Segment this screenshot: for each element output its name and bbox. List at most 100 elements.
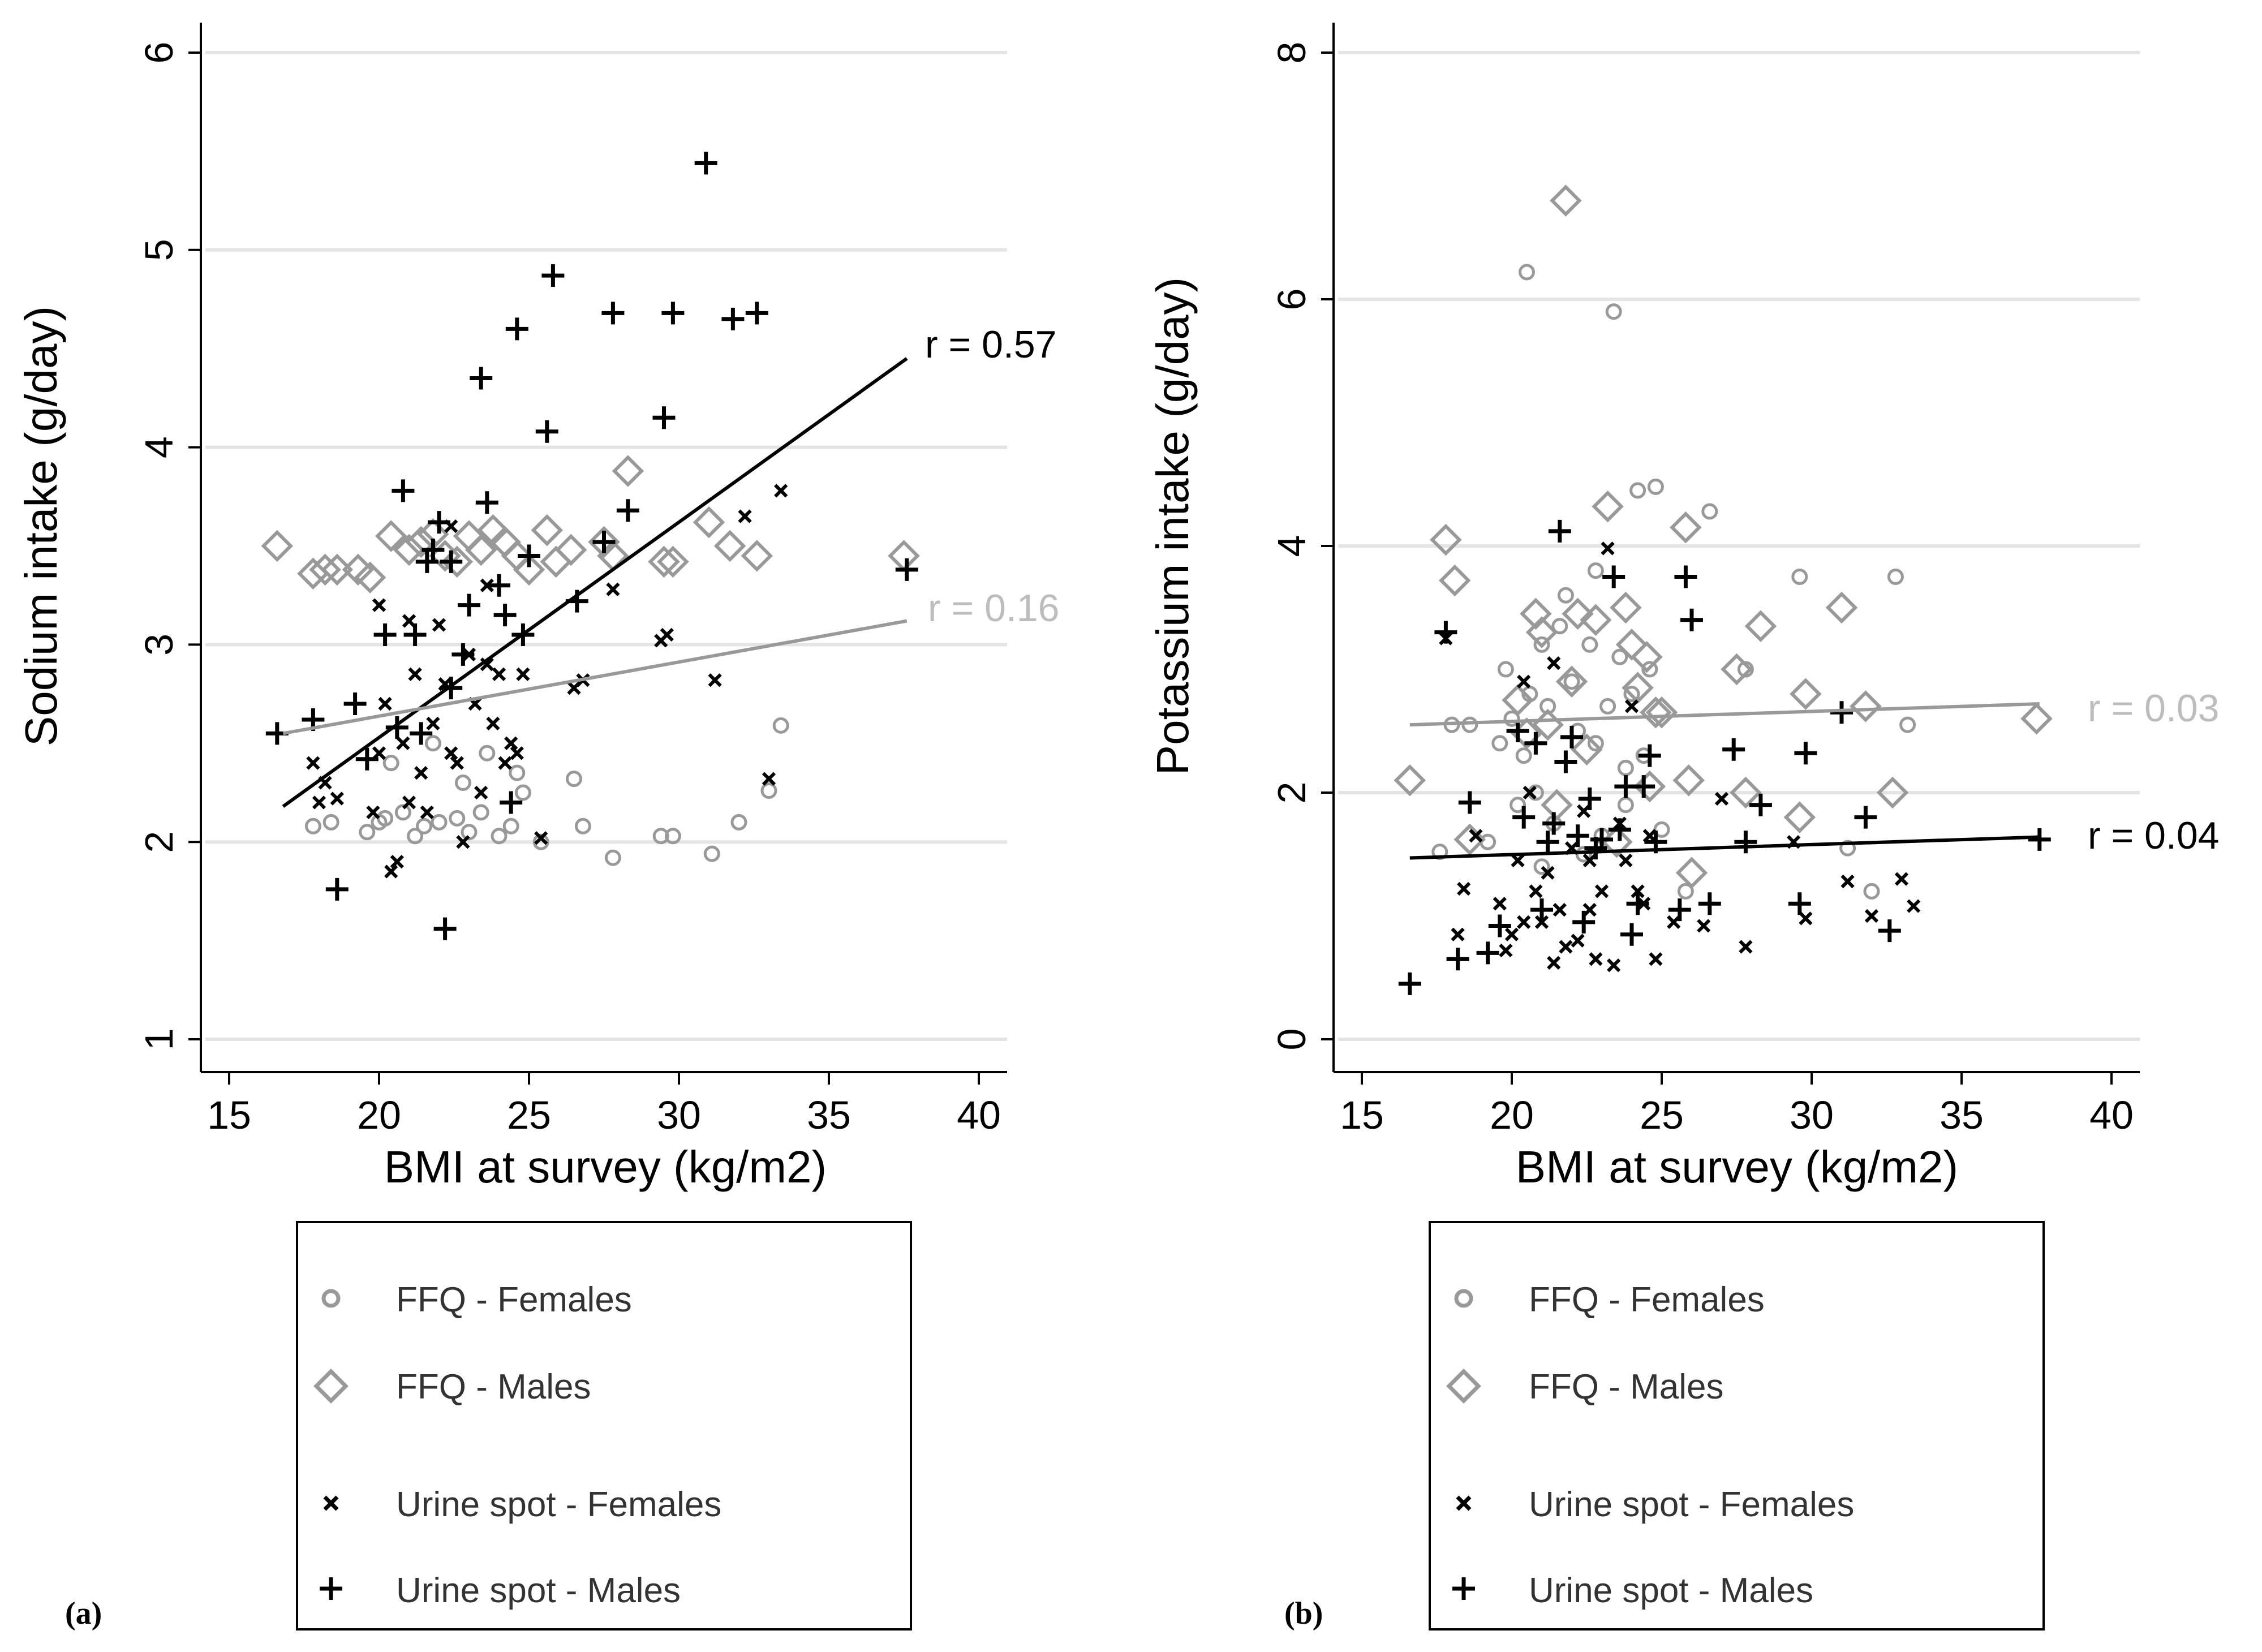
data-point	[1617, 797, 1634, 814]
data-point	[895, 558, 918, 581]
data-point	[1566, 824, 1589, 847]
data-point	[1587, 562, 1604, 579]
data-point	[366, 805, 380, 820]
panel-b-y-tick-label: 8	[1270, 42, 1314, 64]
data-point	[1791, 569, 1808, 585]
legend-marker-ffq-males	[1446, 1369, 1481, 1404]
data-point	[1850, 690, 1882, 722]
data-point	[372, 746, 386, 760]
data-point	[1511, 853, 1525, 868]
data-point	[1653, 821, 1670, 838]
data-point	[325, 877, 349, 901]
data-point	[1863, 883, 1880, 900]
panel-b-y-tick-label: 4	[1270, 535, 1314, 557]
data-point	[1580, 604, 1612, 636]
data-point	[1587, 735, 1604, 752]
data-point	[1907, 899, 1921, 913]
data-point	[540, 545, 572, 578]
data-point	[1541, 866, 1555, 880]
data-point	[721, 307, 745, 330]
panel-a: 1 2 3 4 5 6 15 20 25 30 35 40 Sodium intake (g/day)…	[16, 23, 1060, 1631]
data-point	[428, 511, 450, 534]
data-point	[772, 717, 789, 734]
data-point	[1633, 770, 1666, 803]
data-point	[504, 736, 518, 750]
legend-marker-ffq-males	[313, 1369, 349, 1404]
data-point	[1878, 919, 1901, 943]
data-point	[1533, 636, 1550, 653]
data-point	[1607, 958, 1621, 973]
data-point	[1551, 618, 1568, 635]
data-point	[604, 849, 621, 866]
data-point	[394, 804, 411, 821]
data-point	[1517, 674, 1531, 689]
data-point	[1668, 898, 1691, 922]
data-point	[606, 582, 620, 596]
data-point	[703, 845, 720, 862]
data-point	[1592, 490, 1624, 523]
data-point	[1542, 812, 1566, 835]
data-point	[1599, 698, 1616, 715]
legend-marker-urine-females	[1456, 1495, 1472, 1511]
data-point	[321, 553, 354, 586]
data-point	[1642, 829, 1657, 843]
data-point	[1555, 665, 1588, 698]
data-point	[440, 677, 463, 700]
data-point	[1550, 184, 1582, 217]
data-point	[1547, 656, 1561, 670]
data-point	[479, 745, 496, 762]
data-point	[306, 756, 320, 770]
data-point	[1578, 787, 1601, 810]
data-point	[554, 534, 587, 566]
data-point	[1714, 791, 1729, 806]
data-point	[415, 550, 438, 573]
panel-a-fit-line-urine-spot	[282, 357, 908, 808]
data-point	[1675, 857, 1708, 889]
data-point	[1631, 640, 1663, 673]
data-point	[1601, 541, 1615, 556]
data-point	[385, 716, 408, 739]
data-point	[1560, 725, 1583, 748]
data-point	[1534, 915, 1549, 930]
data-point	[1571, 933, 1585, 948]
data-point	[1730, 776, 1762, 809]
data-point	[1582, 902, 1597, 917]
data-point	[1670, 511, 1702, 544]
data-point	[762, 772, 776, 786]
data-point	[378, 696, 392, 711]
data-point	[1536, 831, 1559, 854]
data-point	[1512, 806, 1536, 829]
legend-marker-ffq-females	[321, 1289, 341, 1308]
legend-label-ffq-females: FFQ - Females	[1529, 1280, 1765, 1319]
data-point	[541, 264, 565, 287]
data-point	[1605, 303, 1622, 320]
data-point	[1457, 881, 1471, 896]
data-point	[1629, 482, 1646, 499]
panel-b-ylabel: Potassium intake (g/day)	[1147, 277, 1198, 775]
legend-label-urine-males: Urine spot - Males	[396, 1571, 681, 1610]
panel-b: 0 2 4 6 8 15 20 25 30 35 40 Potassium intake (g/da…	[1147, 23, 2220, 1631]
data-point	[1594, 884, 1609, 898]
data-point	[405, 526, 437, 558]
data-point	[1794, 742, 1817, 765]
data-point	[1476, 941, 1499, 965]
data-point	[355, 747, 379, 771]
data-point	[510, 746, 524, 760]
panel-b-series-ffq-females	[1431, 264, 1916, 900]
data-point	[588, 526, 620, 558]
data-point	[1788, 892, 1811, 915]
data-point	[416, 818, 432, 834]
data-point	[1701, 503, 1718, 520]
data-point	[514, 784, 531, 801]
data-point	[1394, 764, 1426, 797]
data-point	[1620, 923, 1643, 946]
panel-a-series-ffq-females	[304, 717, 789, 866]
panel-b-plot-area: 0 2 4 6 8 15 20 25 30 35 40	[1270, 23, 2140, 1137]
data-point	[1632, 775, 1655, 798]
legend-label-urine-females: Urine spot - Females	[396, 1485, 721, 1524]
panel-b-label: (b)	[1284, 1596, 1323, 1631]
data-point	[440, 550, 463, 573]
data-point	[708, 673, 722, 687]
data-point	[1458, 791, 1481, 814]
